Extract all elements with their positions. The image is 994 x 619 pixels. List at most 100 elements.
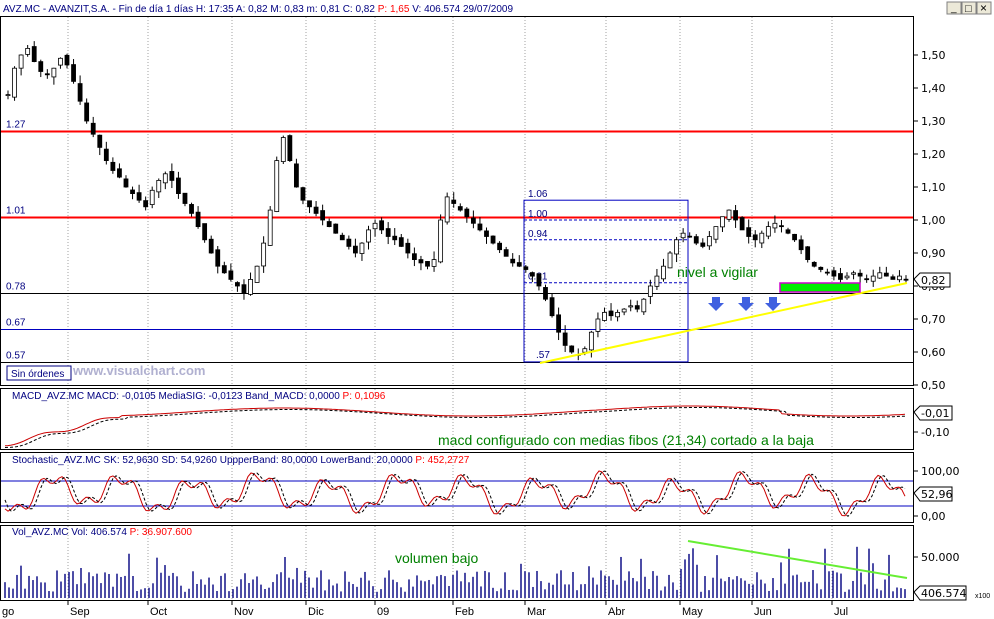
candle-body [772, 222, 778, 229]
candle-body [785, 229, 791, 234]
volume-trendline [687, 540, 908, 579]
candlestick-series [5, 41, 909, 361]
candle-body [176, 177, 181, 195]
candle-body [516, 262, 522, 267]
legend-item: P: 36.907.600 [127, 527, 192, 538]
fib-label: .57 [536, 350, 550, 361]
candle-body [123, 178, 129, 188]
svg-text:×: × [980, 1, 987, 15]
candle-body [903, 278, 909, 281]
support-trendline [539, 282, 908, 364]
candle-body [31, 46, 37, 62]
x-axis-label: Dic [308, 606, 324, 618]
candle-body [182, 192, 188, 204]
candle-body [543, 287, 548, 300]
legend-item: MACD: -0,0105 [84, 391, 156, 402]
candle-body [38, 61, 44, 72]
title-bar [0, 0, 994, 16]
level-label: 1.27 [6, 120, 26, 131]
price-tick-label: 1,20 [921, 148, 946, 161]
candle-body [12, 67, 17, 98]
level-label: 1.01 [6, 206, 26, 217]
candle-body [687, 235, 693, 238]
candle-body [385, 228, 391, 237]
candle-body [536, 273, 542, 287]
legend-item: MACD_AVZ.MC [12, 391, 84, 402]
candle-body [582, 348, 588, 353]
candle-body [392, 235, 398, 241]
candle-body [497, 242, 503, 251]
candle-body [667, 252, 673, 269]
price-tick-label: 0,70 [921, 313, 946, 326]
legend-item: P: 452,2727 [413, 455, 470, 466]
candle-body [156, 179, 162, 193]
candle-body [844, 275, 850, 279]
candle-body [870, 275, 876, 282]
candle-body [864, 278, 870, 281]
candle-body [562, 332, 568, 346]
legend-item: Band_MACD: 0,0000 [242, 391, 340, 402]
macd-tick: -0,10 [921, 426, 949, 439]
fib-frame [523, 199, 689, 363]
x-axis-label: Sep [70, 606, 90, 618]
candle-body [333, 223, 339, 234]
candle-body [595, 318, 601, 332]
candle-body [359, 242, 365, 254]
stoch-tick-0: 0,00 [921, 510, 946, 523]
macd-last-tag: -0,01 [913, 405, 953, 421]
candle-body [602, 311, 607, 321]
x-axis-label: Abr [608, 606, 625, 618]
svg-text:-0,01: -0,01 [921, 407, 949, 420]
candle-body [503, 249, 509, 257]
legend-item: Vol: 406.574 [69, 527, 128, 538]
x-axis-label: 09 [377, 606, 389, 618]
macd-line [4, 405, 906, 447]
candle-body [353, 245, 358, 254]
svg-text:0,82: 0,82 [921, 274, 946, 287]
candle-body [425, 261, 430, 267]
volume-bars [4, 546, 906, 598]
legend-item: SD: 54,9260 [159, 455, 218, 466]
down-arrows [708, 297, 781, 311]
candle-body [418, 259, 424, 264]
candle-body [195, 211, 201, 227]
price-tick-label: 0,90 [921, 247, 946, 260]
x-axis-label: Feb [455, 606, 474, 618]
minimize-button[interactable]: _ [946, 1, 962, 15]
candle-body [726, 209, 732, 220]
price-tick-label: 0,60 [921, 346, 946, 359]
x-axis: go Sep Oct Nov Dic 09 Feb Mar Abr May Jun Jul [2, 600, 848, 618]
x-axis-label: Jul [834, 606, 848, 618]
candle-body [615, 311, 620, 318]
candle-body [411, 253, 417, 261]
candle-body [287, 135, 293, 161]
down-arrow-icon [738, 297, 754, 311]
level-label: 0.57 [6, 351, 26, 362]
candle-body [215, 249, 221, 267]
price-axis: 1,501,401,301,201,101,000,900,800,700,60… [914, 49, 946, 392]
candle-body [857, 272, 863, 277]
candle-body [280, 137, 286, 162]
candle-body [733, 210, 738, 221]
candle-body [890, 276, 896, 280]
candle-body [84, 102, 90, 122]
candle-body [228, 270, 234, 280]
candle-body [700, 242, 706, 247]
candle-body [569, 345, 575, 353]
stoch-last-tag: 52,96 [913, 486, 953, 502]
horizontal-levels: 1.27 1.01 0.78 0.67 0.57 [1, 120, 913, 363]
candle-body [149, 189, 155, 205]
legend-item: SK: 52,9630 [101, 455, 159, 466]
candle-body [765, 226, 771, 237]
candle-body [326, 221, 332, 228]
candle-body [746, 227, 752, 237]
watermark: www.visualchart.com [72, 363, 205, 378]
maximize-button[interactable]: □ [961, 1, 977, 15]
candle-body [477, 223, 483, 231]
close-button[interactable]: × [976, 1, 992, 15]
candle-body [169, 171, 175, 181]
candle-body [18, 54, 24, 69]
sin-ordenes-button[interactable]: Sin órdenes [6, 365, 72, 381]
volume-last-tag: 406.574 [913, 585, 967, 601]
candle-body [372, 222, 378, 230]
